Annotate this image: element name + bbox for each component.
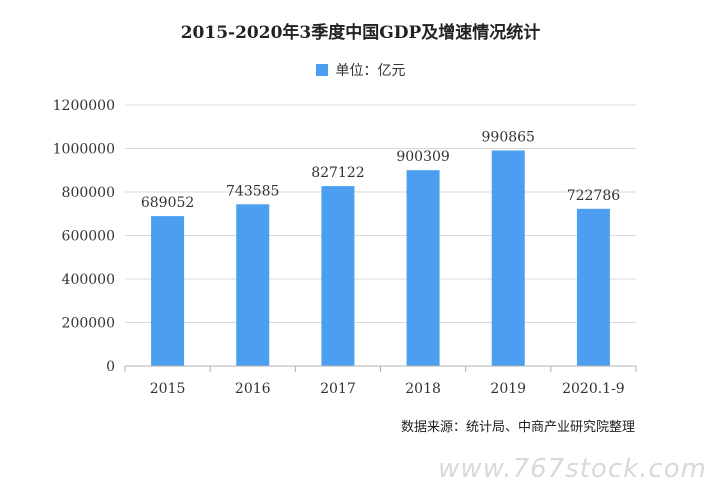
y-tick-label: 400000 [62,272,115,288]
x-tick-label: 2015 [150,381,186,397]
y-tick-label: 1200000 [53,98,115,114]
x-tick-label: 2018 [405,381,441,397]
data-label: 990865 [482,129,535,145]
data-label: 827122 [311,165,364,181]
bar [406,170,440,366]
y-tick-label: 0 [106,359,115,375]
y-tick-label: 800000 [62,185,115,201]
y-axis-ticks: 0 200000 400000 600000 800000 1000000 1200000 [53,98,115,375]
legend-label: 单位：亿元 [335,63,406,79]
chart-title: 2015-2020年3季度中国GDP及增速情况统计 [180,23,541,43]
source-note: 数据来源：统计局、中商产业研究院整理 [400,420,635,435]
legend-swatch [315,64,328,76]
bar [576,208,610,366]
y-tick-label: 600000 [62,229,115,245]
data-label: 689052 [141,195,194,211]
x-tick-label: 2017 [320,381,356,397]
bar [321,186,355,366]
data-label: 900309 [396,149,449,165]
bar [491,150,525,366]
x-tick-label: 2019 [490,381,526,397]
x-tick-label: 2016 [235,381,271,397]
x-axis-ticks: 2015 2016 2017 2018 2019 2020.1-9 [150,381,625,397]
bars [151,150,610,366]
bar [151,216,185,366]
x-axis-tick-marks [124,366,637,372]
y-tick-label: 1000000 [53,142,115,158]
data-label: 743585 [226,183,279,199]
watermark: www.767stock.com [438,454,707,484]
y-tick-label: 200000 [62,316,115,332]
x-tick-label: 2020.1-9 [562,381,625,397]
grid-lines [125,104,636,323]
bar [236,204,270,366]
data-label: 722786 [567,188,621,204]
chart-legend: 单位：亿元 [0,60,721,80]
data-labels: 689052 743585 827122 900309 990865 722786 [141,129,620,211]
